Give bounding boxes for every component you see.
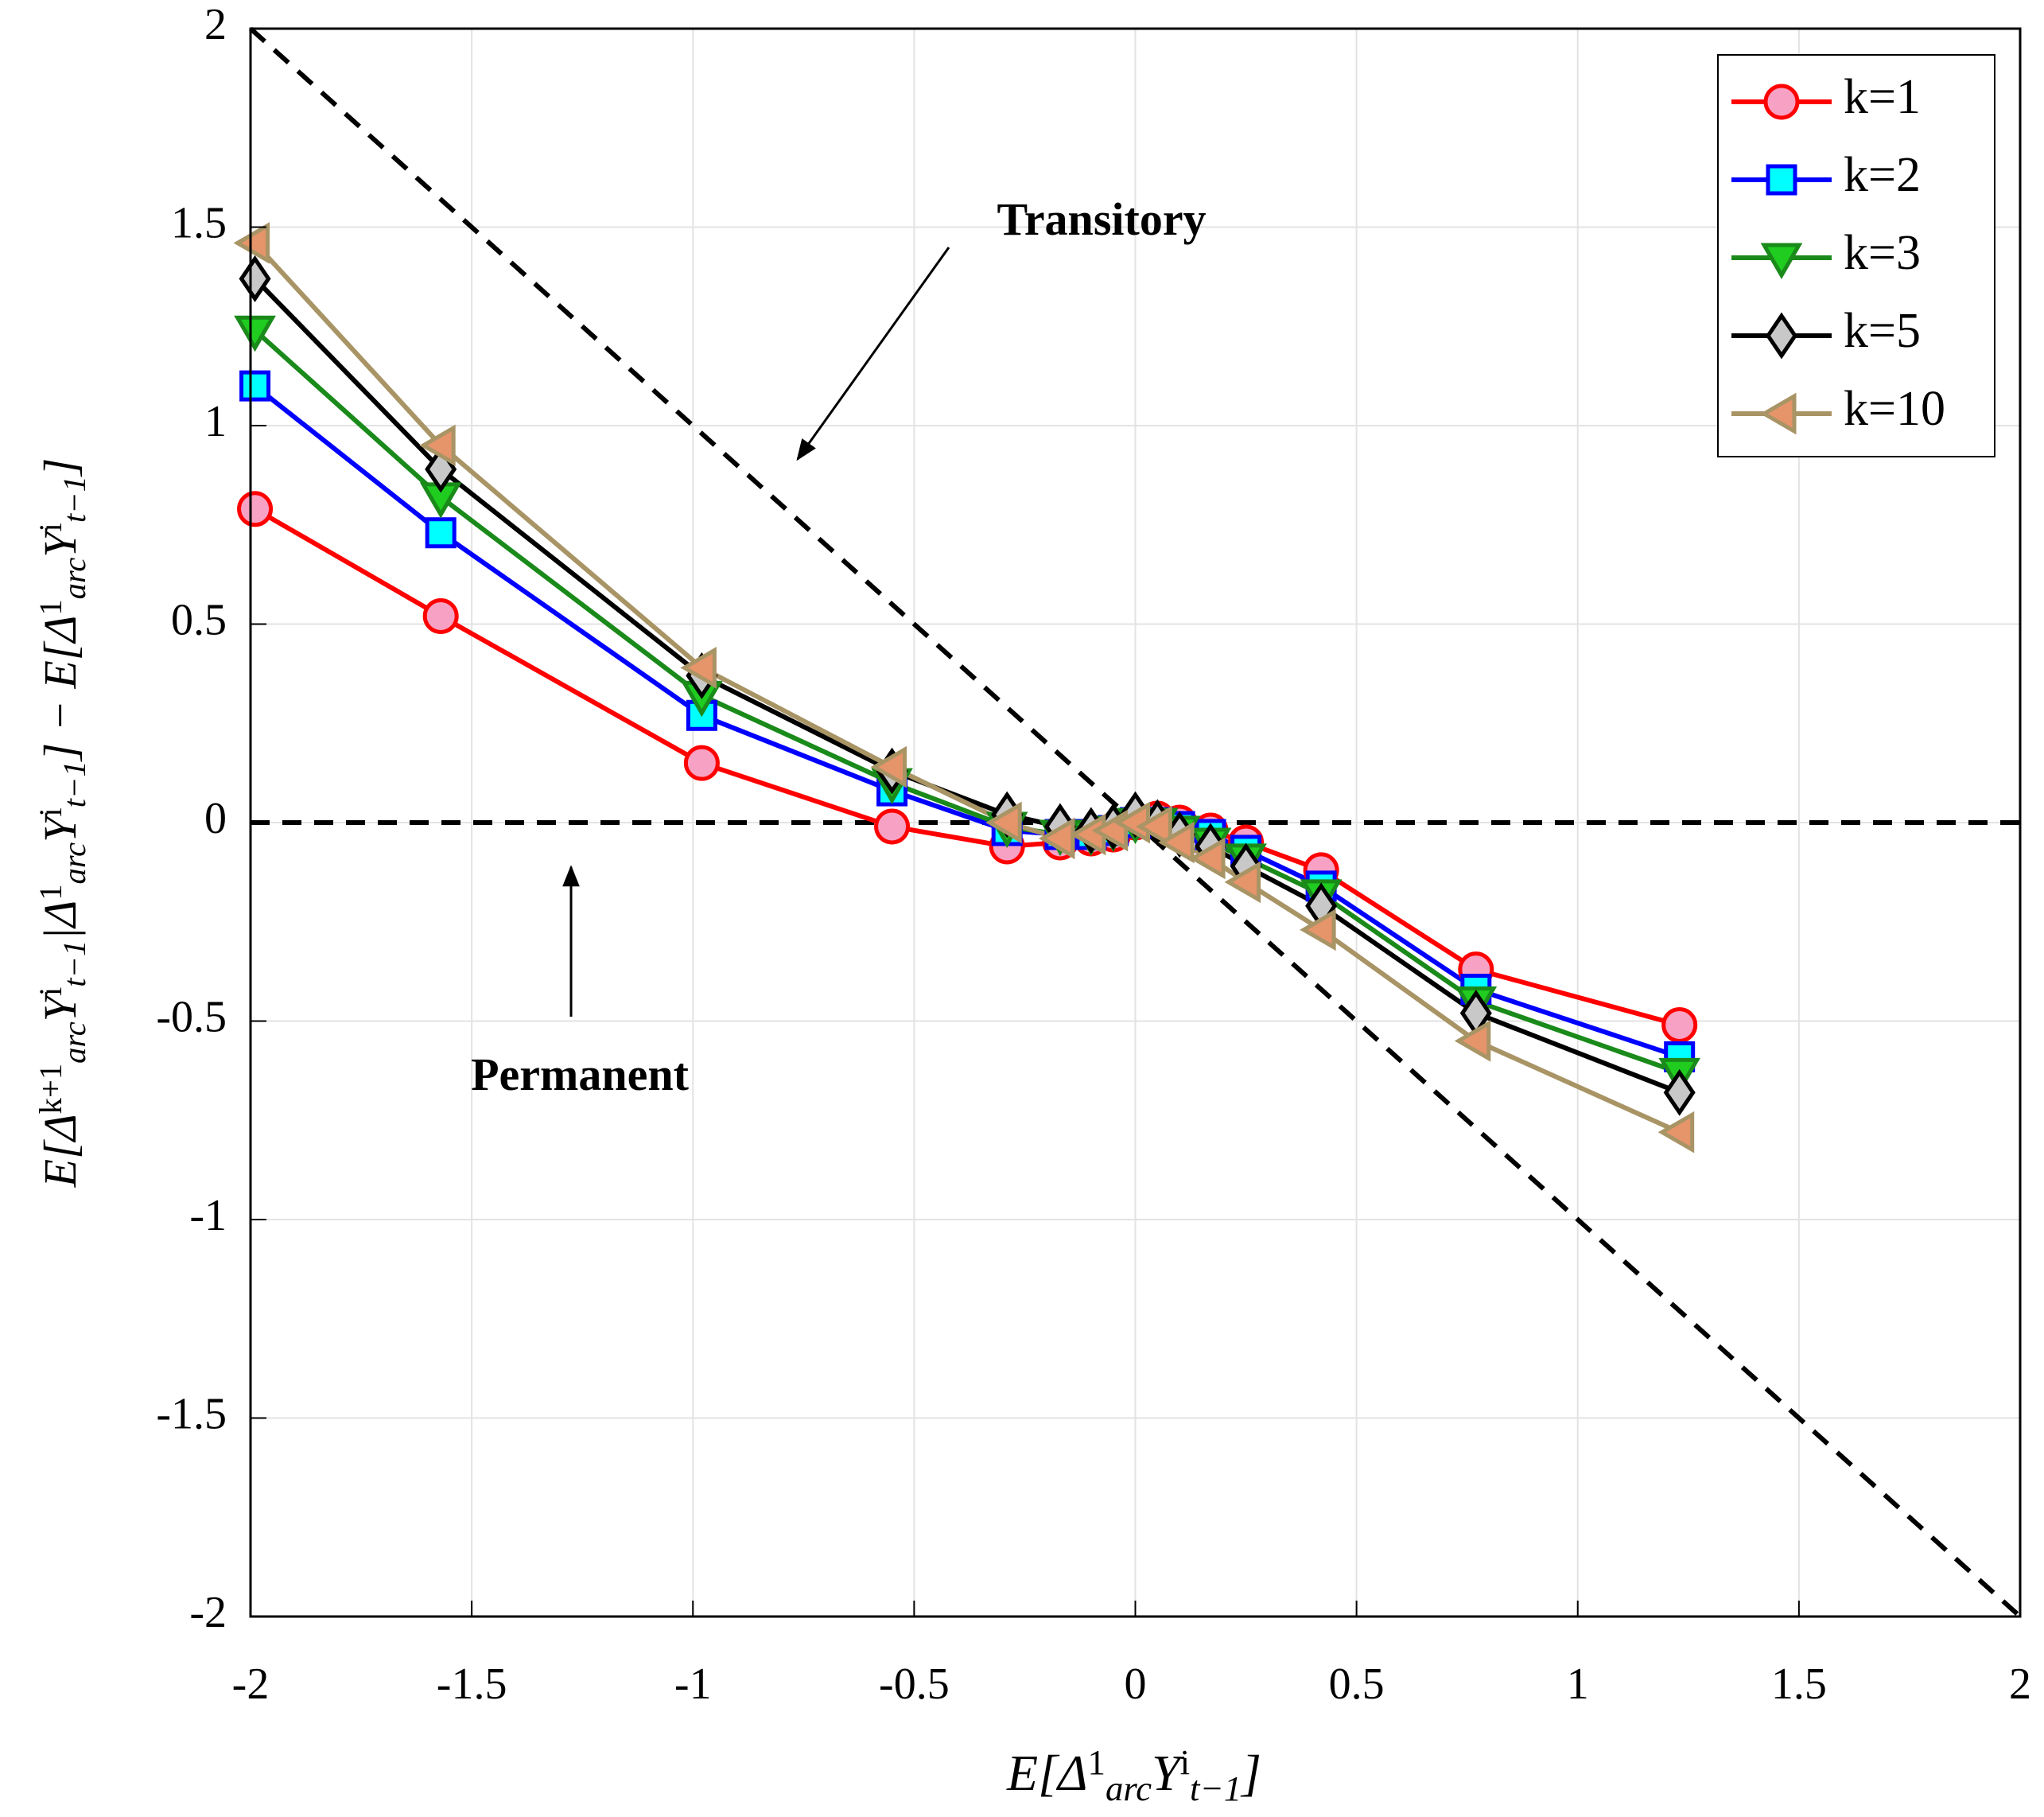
y-tick-label: 2 xyxy=(204,0,227,49)
marker xyxy=(1760,392,1797,435)
marker xyxy=(425,517,457,549)
marker xyxy=(239,255,271,302)
label-script: t−1 xyxy=(56,476,92,523)
y-tick-label: -1 xyxy=(189,1191,227,1240)
marker xyxy=(239,370,271,402)
label-text: |Δ xyxy=(34,901,86,940)
x-tick-label: 1 xyxy=(1567,1659,1589,1709)
annotation: Transitory xyxy=(997,193,1206,245)
y-tick-label: -2 xyxy=(189,1588,227,1637)
x-tick-label: -2 xyxy=(232,1659,270,1709)
y-tick-label: -0.5 xyxy=(156,992,227,1041)
marker xyxy=(422,598,459,635)
marker xyxy=(1454,1020,1491,1062)
ticks: -2 -1.5 -1 -0.5 0 0.5 1 1.5 2 -2 -1.5 -1 -0.5 0 0.5 1 1.… xyxy=(156,0,2031,1709)
label-script: i xyxy=(33,523,68,531)
marker xyxy=(985,801,1022,844)
label-script: 1 xyxy=(33,884,68,900)
y-axis-label: E[Δk+1arcYit−1|Δ1arcYit−1] − E[Δ1arcYit−… xyxy=(33,458,92,1189)
plot xyxy=(233,222,1701,1154)
x-tick-label: -1 xyxy=(674,1659,712,1709)
legend xyxy=(1717,54,1995,457)
y-tick-label: 0.5 xyxy=(171,595,227,644)
label-text: Y xyxy=(34,527,86,558)
marker xyxy=(1189,837,1226,880)
label-script: arc xyxy=(56,1021,92,1064)
label-script: t−1 xyxy=(56,940,92,987)
marker xyxy=(1763,84,1800,120)
y-tick-label: 1 xyxy=(204,397,227,446)
x-tick-label: 0 xyxy=(1125,1659,1147,1709)
legend-label: k=5 xyxy=(1844,304,1921,358)
marker xyxy=(234,315,276,352)
label-script: k+1 xyxy=(33,1064,68,1114)
label-script: t−1 xyxy=(56,761,92,807)
label-text: E[Δ xyxy=(1006,1745,1088,1801)
legend-label: k=1 xyxy=(1844,70,1921,124)
marker xyxy=(1657,1111,1695,1154)
label-script: i xyxy=(33,807,68,816)
marker xyxy=(1136,805,1172,848)
marker xyxy=(1224,861,1261,904)
annotation: Permanent xyxy=(471,1049,689,1100)
marker xyxy=(237,491,274,527)
label-text: E[Δ xyxy=(34,1114,86,1188)
x-tick-label: 1.5 xyxy=(1771,1659,1827,1709)
label-text: ] − E[Δ xyxy=(34,616,86,763)
label-script: t−1 xyxy=(1190,1768,1242,1808)
label-script: i xyxy=(33,987,68,996)
legend-label: k=2 xyxy=(1844,148,1921,202)
marker xyxy=(233,222,270,264)
label-script: 1 xyxy=(1088,1742,1106,1782)
marker xyxy=(680,647,717,689)
x-tick-label: 2 xyxy=(2009,1659,2031,1709)
label-text: Y xyxy=(1152,1745,1185,1801)
label-text: ] xyxy=(1240,1745,1261,1801)
label-script: arc xyxy=(56,558,92,600)
y-tick-label: 0 xyxy=(204,794,227,843)
label-text: Y xyxy=(34,812,86,842)
marker xyxy=(1038,817,1075,860)
annotation-arrow xyxy=(796,247,950,461)
legend-entries: k=1 k=2 k=3 k=5 k=10 xyxy=(1731,70,1945,436)
x-tick-label: 0.5 xyxy=(1329,1659,1385,1709)
marker xyxy=(874,808,911,845)
label-text: Y xyxy=(34,991,86,1021)
legend-label: k=3 xyxy=(1844,226,1921,280)
marker xyxy=(1300,908,1336,951)
label-text: ] xyxy=(34,458,86,478)
label-script: arc xyxy=(1106,1768,1152,1808)
label-script: arc xyxy=(56,842,92,885)
x-tick-label: -1.5 xyxy=(437,1659,507,1709)
label-script: 1 xyxy=(33,599,68,615)
marker xyxy=(870,745,907,788)
marker xyxy=(1760,243,1803,279)
legend-label: k=10 xyxy=(1844,382,1945,436)
marker xyxy=(1663,1068,1696,1116)
marker xyxy=(419,424,456,467)
x-tick-label: -0.5 xyxy=(879,1659,950,1709)
marker xyxy=(1661,1006,1698,1043)
label-script: i xyxy=(1180,1742,1190,1782)
x-axis-label: E[Δ1arcYit−1] xyxy=(1006,1742,1261,1809)
marker xyxy=(683,745,720,781)
marker xyxy=(1765,312,1798,360)
y-tick-label: 1.5 xyxy=(171,198,227,247)
marker xyxy=(1766,164,1797,196)
marker xyxy=(1158,821,1195,864)
y-tick-label: -1.5 xyxy=(156,1389,227,1438)
